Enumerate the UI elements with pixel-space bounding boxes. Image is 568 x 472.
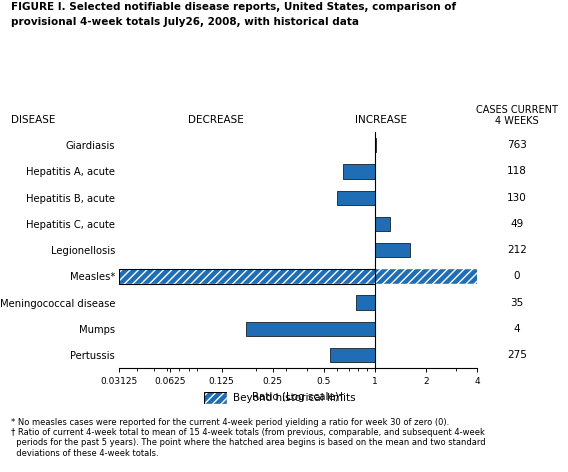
Text: INCREASE: INCREASE [354, 115, 407, 125]
Text: periods for the past 5 years). The point where the hatched area begins is based : periods for the past 5 years). The point… [11, 438, 486, 447]
Text: Beyond historical limits: Beyond historical limits [233, 393, 356, 403]
Bar [119, 269, 375, 284]
X-axis label: Ratio (Log scale)†: Ratio (Log scale)† [252, 392, 344, 402]
Text: deviations of these 4-week totals.: deviations of these 4-week totals. [11, 449, 159, 458]
Text: 212: 212 [507, 245, 527, 255]
Text: 0: 0 [513, 271, 520, 281]
Text: provisional 4-week totals July26, 2008, with historical data: provisional 4-week totals July26, 2008, … [11, 17, 360, 26]
Bar [375, 217, 390, 231]
Bar [119, 269, 568, 284]
Text: FIGURE I. Selected notifiable disease reports, United States, comparison of: FIGURE I. Selected notifiable disease re… [11, 2, 457, 12]
Text: 275: 275 [507, 350, 527, 360]
Text: CASES CURRENT
4 WEEKS: CASES CURRENT 4 WEEKS [476, 105, 558, 126]
Bar [343, 164, 375, 179]
Bar [337, 191, 375, 205]
Text: * No measles cases were reported for the current 4-week period yielding a ratio : * No measles cases were reported for the… [11, 418, 450, 427]
Text: DECREASE: DECREASE [188, 115, 244, 125]
Bar [375, 243, 410, 257]
Text: 118: 118 [507, 167, 527, 177]
Text: † Ratio of current 4-week total to mean of 15 4-week totals (from previous, comp: † Ratio of current 4-week total to mean … [11, 428, 485, 437]
Bar [375, 138, 377, 152]
Text: 35: 35 [510, 298, 524, 308]
Bar [330, 348, 375, 362]
Text: DISEASE: DISEASE [11, 115, 56, 126]
Text: 4: 4 [513, 324, 520, 334]
Text: 130: 130 [507, 193, 527, 202]
Bar [247, 321, 375, 336]
Text: 49: 49 [510, 219, 524, 229]
Text: 763: 763 [507, 140, 527, 150]
Bar [356, 295, 375, 310]
